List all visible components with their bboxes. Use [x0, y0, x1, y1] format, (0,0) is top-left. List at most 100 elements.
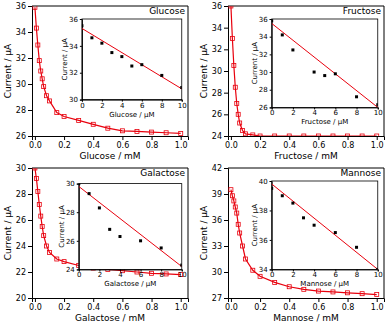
tick: 26: [66, 238, 79, 246]
tick-mark: [80, 19, 82, 20]
tick: 1.0: [175, 136, 188, 150]
tick-label: 10: [178, 271, 187, 279]
marker: [302, 216, 305, 219]
tick: 32: [16, 54, 32, 63]
marker: [100, 42, 103, 45]
line: [79, 186, 182, 266]
tick-mark: [28, 6, 32, 7]
tick-label: 32: [69, 69, 78, 77]
tick-mark: [289, 136, 290, 140]
tick-label: 6: [334, 109, 339, 117]
marker: [323, 74, 326, 77]
marker: [62, 115, 66, 119]
marker: [135, 129, 139, 133]
marker: [334, 231, 337, 234]
inset-y-axis: 262830323436: [259, 16, 272, 112]
tick: 36: [259, 237, 272, 245]
tick-label: 2: [100, 102, 104, 110]
tick-label: 26: [16, 216, 26, 225]
tick: 10: [374, 107, 383, 117]
tick-label: 26: [212, 110, 222, 119]
tick: 4: [312, 269, 317, 279]
tick-label: 10: [374, 109, 383, 117]
tick: 20: [16, 294, 32, 303]
inset-x-axis: 0246810: [270, 269, 383, 279]
tick-label: 8: [159, 271, 163, 279]
tick: 24: [16, 242, 32, 251]
inset-x-axis: 0246810: [77, 269, 187, 279]
tick-mark: [231, 136, 232, 140]
tick-label: 39: [212, 190, 222, 199]
tick-label: 6: [139, 271, 144, 279]
tick: 36: [212, 2, 228, 11]
marker: [258, 274, 262, 278]
tick: 30: [212, 67, 228, 76]
tick: 27: [212, 294, 228, 303]
marker: [160, 74, 163, 77]
tick-label: 24: [16, 242, 26, 251]
tick: 0: [270, 107, 274, 117]
tick-label: 0.2: [58, 141, 71, 150]
marker: [180, 86, 182, 89]
inset-plot-area: [272, 19, 378, 107]
tick-label: 20: [16, 294, 26, 303]
marker: [281, 33, 284, 36]
marker: [360, 134, 364, 136]
tick-label: 8: [355, 271, 359, 279]
tick: 33: [212, 242, 228, 251]
marker: [346, 134, 350, 136]
inset-plot-area: [272, 184, 378, 269]
inset-x-axis-title: Glucose / μM: [109, 111, 154, 119]
marker: [120, 55, 123, 58]
tick: 39: [212, 190, 228, 199]
inset-background: [272, 181, 378, 269]
marker: [251, 133, 255, 136]
marker: [150, 271, 154, 275]
marker: [77, 118, 81, 122]
frame: [384, 6, 385, 136]
marker: [98, 206, 101, 209]
tick: 34: [212, 24, 228, 33]
marker: [34, 26, 38, 30]
tick-mark: [77, 184, 79, 185]
y-axis: 202224262830: [16, 164, 33, 303]
frame: [188, 168, 189, 298]
tick-mark: [152, 136, 153, 140]
inset-y-axis-title: Current / μA: [251, 42, 259, 85]
tick-mark: [80, 46, 82, 47]
inset-y-axis: 24262830: [66, 180, 79, 274]
tick-label: 36: [212, 216, 222, 225]
tick: 8: [160, 100, 164, 110]
tick-label: 26: [259, 104, 268, 112]
tick-mark: [28, 84, 32, 85]
marker: [232, 199, 236, 203]
tick: 34: [16, 28, 32, 37]
inset-y-axis-line: [77, 184, 80, 270]
x-axis-line: [33, 137, 189, 141]
marker: [90, 36, 93, 39]
tick: 0.4: [87, 136, 100, 150]
tick-mark: [77, 212, 79, 213]
tick-mark: [348, 136, 349, 140]
marker: [316, 289, 320, 293]
tick-mark: [270, 240, 272, 241]
tick-mark: [270, 181, 272, 182]
inset-background: [82, 19, 182, 100]
tick-label: 30: [16, 80, 26, 89]
tick: 42: [212, 164, 228, 173]
plot-area: [229, 6, 379, 136]
marker: [291, 202, 294, 205]
marker: [108, 228, 111, 231]
tick-label: 0.8: [146, 303, 159, 312]
marker: [55, 257, 59, 261]
tick-label: 0: [270, 271, 274, 279]
panel: 0.00.20.40.60.81.0262830323436Glucose / …: [3, 2, 189, 161]
tick: 6: [334, 269, 339, 279]
tick: 38: [259, 207, 272, 215]
tick-label: 0.6: [117, 303, 130, 312]
marker: [243, 257, 247, 261]
tick-mark: [224, 194, 228, 195]
tick-label: 4: [120, 102, 125, 110]
tick-label: 0.0: [225, 303, 238, 312]
tick-label: 1.0: [175, 141, 188, 150]
